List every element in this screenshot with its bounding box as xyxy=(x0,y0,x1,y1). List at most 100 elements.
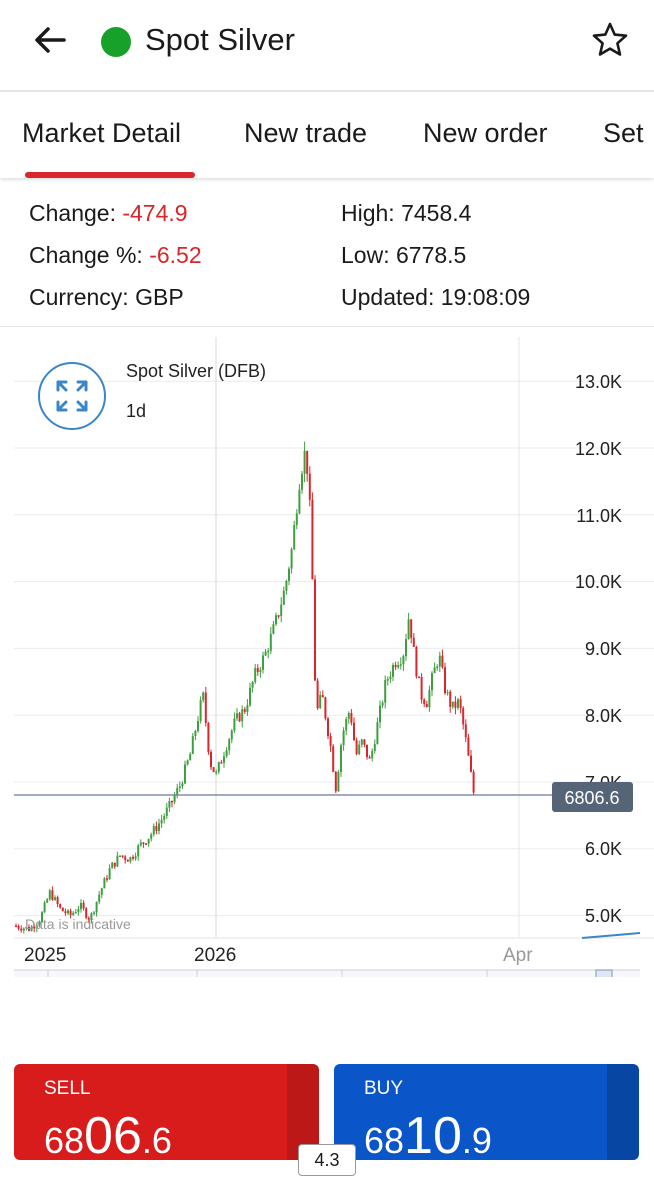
candle-body xyxy=(353,722,355,741)
candle-body xyxy=(69,910,72,916)
candle-body xyxy=(254,668,257,682)
candle-body xyxy=(129,857,132,862)
candle-body xyxy=(132,857,134,859)
candle-body xyxy=(30,926,33,931)
candle-body xyxy=(202,692,205,701)
candle-body xyxy=(121,855,124,858)
candle-body xyxy=(280,604,283,616)
tab-new-order[interactable]: New order xyxy=(423,118,548,148)
candle-body xyxy=(405,639,407,657)
candle-body xyxy=(386,679,389,681)
sell-price: 6806.6 xyxy=(44,1107,172,1160)
x-tick: Apr xyxy=(503,945,533,966)
tab-market-detail[interactable]: Market Detail xyxy=(22,118,182,148)
candle-body xyxy=(210,751,212,768)
candle-body xyxy=(319,695,322,709)
candle-body xyxy=(124,856,127,860)
tab-set[interactable]: Set xyxy=(603,118,644,148)
candle-body xyxy=(368,757,371,759)
candle-body xyxy=(436,666,439,669)
candle-body xyxy=(197,720,199,731)
candle-body xyxy=(358,744,361,754)
candle-body xyxy=(345,718,348,731)
market-status-dot xyxy=(101,27,131,57)
candle-body xyxy=(314,579,316,681)
candle-body xyxy=(33,926,36,929)
candle-body xyxy=(332,746,335,772)
trade-panel: SELL 6806.6 BUY 6810.9 4.3 xyxy=(0,1060,654,1200)
candle-body xyxy=(199,700,202,721)
change-value: -474.9 xyxy=(122,200,188,226)
candle-body xyxy=(168,800,171,808)
candle-body xyxy=(410,619,413,638)
candle-body xyxy=(438,655,441,667)
candle-body xyxy=(399,664,402,666)
chart-grid xyxy=(14,380,654,917)
candle-body xyxy=(366,744,368,758)
candle-body xyxy=(28,926,30,931)
candle-body xyxy=(371,750,374,759)
candle-body xyxy=(269,633,272,651)
candle-body xyxy=(470,755,472,772)
candle-body xyxy=(306,450,309,474)
y-tick: 8.0K xyxy=(585,706,622,726)
candle-body xyxy=(243,709,246,712)
candle-body xyxy=(189,753,192,761)
candle-body xyxy=(46,899,49,903)
candle-body xyxy=(173,795,176,803)
candle-body xyxy=(272,624,275,634)
candle-body xyxy=(451,701,454,707)
candle-body xyxy=(327,718,329,736)
candle-body xyxy=(376,722,379,745)
candle-body xyxy=(212,767,215,773)
candle-body xyxy=(324,697,327,719)
chart-interval-label[interactable]: 1d xyxy=(126,401,146,421)
candle-body xyxy=(446,691,449,694)
chart-instrument-label: Spot Silver (DFB) xyxy=(126,361,266,381)
active-tab-indicator xyxy=(25,172,195,178)
candle-body xyxy=(298,489,301,514)
y-axis: 13.0K 12.0K 11.0K 10.0K 9.0K 8.0K 7.0K 6… xyxy=(575,372,622,926)
candle-body xyxy=(80,902,82,910)
candle-body xyxy=(407,619,410,640)
candle-body xyxy=(290,549,293,569)
stat-low: Low: 6778.5 xyxy=(341,242,467,268)
navigator-selection[interactable] xyxy=(595,969,613,977)
arrow-left-icon[interactable] xyxy=(30,20,70,60)
star-outline-icon[interactable] xyxy=(590,20,630,60)
price-chart[interactable]: 13.0K 12.0K 11.0K 10.0K 9.0K 8.0K 7.0K 6… xyxy=(0,327,654,977)
change-pct-value: -6.52 xyxy=(149,242,202,268)
expand-chart-button[interactable] xyxy=(38,362,106,430)
y-tick: 10.0K xyxy=(575,572,622,592)
current-price-label: 6806.6 xyxy=(564,788,619,808)
chart-navigator[interactable]: 2010 2014 2018 2022 xyxy=(14,969,640,977)
candle-body xyxy=(215,771,218,774)
candle-body xyxy=(82,902,85,909)
candle-body xyxy=(251,681,254,688)
candle-body xyxy=(184,764,186,784)
candle-body xyxy=(186,760,189,765)
candle-body xyxy=(444,667,446,694)
candle-body xyxy=(87,917,90,920)
candle-body xyxy=(152,826,155,835)
tab-new-trade[interactable]: New trade xyxy=(244,118,368,148)
data-disclaimer: Data is indicative xyxy=(25,916,131,932)
candle-body xyxy=(340,745,342,772)
candle-body xyxy=(134,856,137,859)
buy-button[interactable]: BUY 6810.9 xyxy=(334,1064,639,1160)
candle-body xyxy=(147,838,150,844)
candle-body xyxy=(119,855,121,858)
candle-body xyxy=(334,771,337,792)
candle-body xyxy=(163,815,166,820)
stat-change-pct: Change %: -6.52 xyxy=(29,242,202,268)
candle-body xyxy=(155,826,158,831)
candle-body xyxy=(282,590,285,605)
candle-body xyxy=(48,890,51,900)
sell-button[interactable]: SELL 6806.6 xyxy=(14,1064,319,1160)
candle-body xyxy=(392,664,394,677)
candle-body xyxy=(275,615,277,625)
candle-body xyxy=(420,676,423,700)
candle-body xyxy=(108,868,111,880)
currency-value: GBP xyxy=(135,284,184,310)
candle-body xyxy=(425,703,428,708)
